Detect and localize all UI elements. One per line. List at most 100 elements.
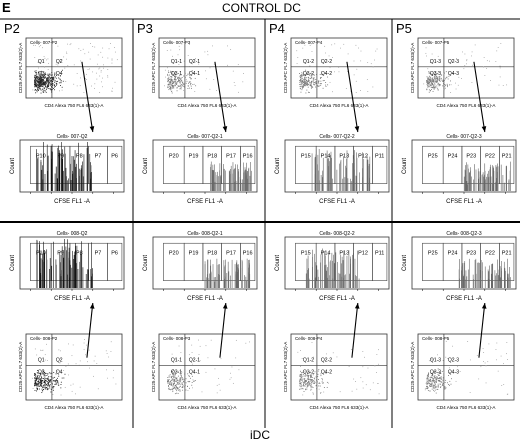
cell-event [430,81,432,83]
cell-event [428,80,430,82]
cell-event [435,377,437,379]
cell-event [179,389,181,391]
cell-event [88,51,90,53]
cell-event [429,386,431,387]
cell-event [314,378,316,380]
cell-event [426,388,428,389]
cell-event [308,382,310,384]
arrow-head [222,126,228,132]
cell-event [187,385,188,387]
cell-event [433,385,435,387]
cell-event [189,75,191,77]
cell-event [181,371,183,373]
cell-event [443,83,444,85]
cell-event [34,77,36,79]
cell-event [305,384,306,386]
cell-event [299,80,301,81]
cell-event [103,64,104,66]
cell-event [45,91,47,93]
cell-event [170,81,172,83]
cell-event [378,393,380,395]
cell-event [190,377,192,379]
cell-event [429,378,431,380]
cell-event [171,85,173,87]
cell-event [323,387,325,388]
cell-event [309,74,311,76]
cell-event [172,75,174,77]
cell-event [167,67,168,69]
cell-event [170,383,172,385]
cell-event [40,77,42,78]
cell-event [33,44,34,46]
cell-event [432,87,434,88]
gate-box [240,242,256,281]
cell-event [299,380,301,382]
cell-event [305,92,307,94]
cell-event [35,75,37,77]
cell-event [78,48,80,50]
cell-event [34,81,36,83]
cell-event [56,81,58,82]
cell-event [56,370,58,372]
gating-arrow [86,302,94,358]
cell-event [302,81,304,83]
quadrant-label-q3: Q3-2 [303,71,314,77]
cell-event [506,393,508,395]
cell-event [39,75,41,77]
cell-event [172,379,174,380]
gate-label-p12: P12 [358,154,368,160]
cell-event [310,81,312,83]
cell-event [433,85,435,87]
cell-event [51,74,53,76]
cell-event [168,389,170,390]
cell-event [177,77,179,79]
cell-event [300,382,302,384]
cell-event [437,388,439,390]
cell-event [179,77,181,79]
cell-event [316,86,318,87]
cell-event [35,374,37,376]
cell-event [437,83,439,85]
cell-event [54,380,56,382]
cell-event [45,86,47,88]
cell-event [486,67,488,69]
cell-event [316,388,317,390]
cell-event [38,44,40,45]
cell-event [437,87,439,89]
cell-event [306,77,308,79]
cell-event [308,79,310,81]
cell-event [39,79,41,80]
cell-event [177,54,179,56]
cell-event [428,91,430,93]
cell-event [179,88,181,90]
cell-event [47,69,49,70]
scatter-plot-title: Cells- 008-P4 [295,336,323,341]
cell-event [51,89,52,91]
cell-event [300,75,302,76]
cell-event [301,74,302,76]
cell-event [38,61,40,63]
cell-event [185,79,187,81]
cell-event [40,380,42,382]
cell-event [48,86,49,87]
cell-event [41,82,43,84]
cell-event [296,63,298,64]
cell-event [312,81,314,83]
cell-event [433,387,434,389]
cell-event [48,81,50,83]
cell-event [188,81,190,83]
histogram-x-axis-label: CFSE FL1 -A [54,296,90,302]
quadrant-label-q4: Q4-2 [321,71,332,77]
cell-event [300,378,302,380]
cell-event [47,382,49,384]
cell-event [51,77,53,78]
cell-event [37,82,39,84]
cell-event [170,380,172,382]
cell-event [474,44,476,46]
cell-event [83,349,85,351]
cell-event [170,86,172,88]
cell-event [466,59,468,61]
cell-event [503,384,505,385]
quadrant-label-q2: Q2-1 [189,59,200,65]
cell-event [192,83,194,85]
